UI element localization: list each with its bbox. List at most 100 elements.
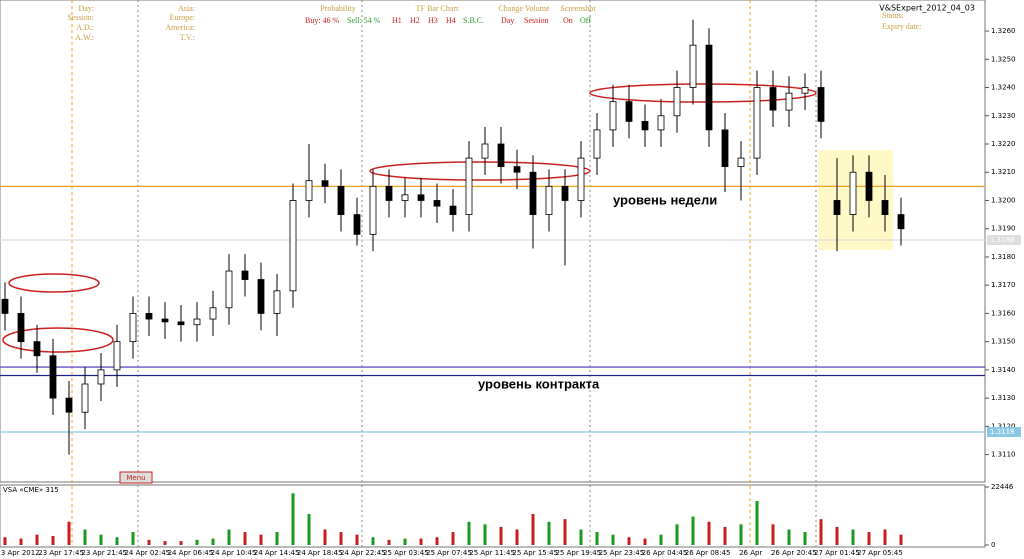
volume-bar [819,519,823,545]
candle-body [385,185,393,201]
candle-body [689,44,697,88]
label[interactable]: Session [524,16,548,25]
volume-bar [67,521,71,545]
candle-body [257,279,265,314]
x-tick-label: 26 Apr 08:45 [685,549,731,557]
volume-bar [723,526,727,545]
candle-body [881,200,889,215]
candle-body [81,383,89,413]
y-tick-label: 1.3160 [991,309,1016,317]
label[interactable]: H3 [428,16,438,25]
y-tick-label: 0 [991,541,995,549]
label[interactable]: H2 [410,16,420,25]
label[interactable]: H1 [392,16,402,25]
volume-bar [339,532,343,545]
y-tick-label: 1.3200 [991,196,1016,204]
label[interactable]: S.B.C. [463,16,484,25]
volume-bar [163,541,167,545]
label[interactable]: Off [580,16,591,25]
label: America: [165,23,195,32]
level-label: 1.3186 [990,236,1015,244]
candle-body [113,341,121,371]
candle-body [481,143,489,159]
label[interactable]: On [563,16,573,25]
candle-body [225,270,233,309]
candle-body [609,101,617,131]
volume-bar [275,532,279,545]
x-tick-label: 24 Apr 14:45 [254,549,300,557]
volume-bar [419,538,423,545]
session-lines [137,0,817,547]
volume-bar [51,535,55,545]
volume-bar [483,524,487,545]
expert-name: V&SExpert_2012_04_03 [879,4,975,13]
x-tick-label: 25 Apr 19:45 [555,549,601,557]
volume-bar [83,529,87,545]
annotation: уровень контракта [478,376,600,391]
x-tick-label: 25 Apr 23:45 [599,549,645,557]
candle-body [321,180,329,187]
candle-body [753,87,761,159]
candle-body [433,200,441,207]
volume-bar [787,529,791,545]
candle-body [65,397,73,413]
volume-bar [531,513,535,545]
label: Sell: 54 % [347,16,381,25]
candle-body [497,143,505,167]
candle-body [49,355,57,399]
x-tick-label: 25 Apr 03:45 [383,549,429,557]
x-tick-label: 23 Apr 2012 [0,549,40,557]
volume-bar [739,524,743,545]
volume-bar [579,529,583,545]
y-tick-label: 1.3240 [991,84,1016,92]
volume-bar [403,538,407,545]
label[interactable]: Day [501,16,514,25]
y-tick-label: 1.3110 [991,451,1016,459]
candle-body [449,205,457,215]
y-tick-label: 1.3260 [991,27,1016,35]
candle-body [337,185,345,215]
label: Europe: [170,13,195,22]
volume-bar [899,534,903,545]
x-tick-label: 23 Apr 21:45 [81,549,127,557]
x-tick-label: 27 Apr 05:45 [857,549,903,557]
volume-bar [803,532,807,545]
volume-bar [515,529,519,545]
label: Screenshot [560,4,596,13]
volume-bar [691,516,695,545]
menu-button[interactable] [119,471,153,484]
candle-body [273,290,281,314]
label: A.D.: [76,23,94,32]
volume-bar [307,513,311,545]
x-tick-label: 25 Apr 15:45 [512,549,558,557]
candle-body [17,313,25,343]
y-tick-label: 1.3140 [991,366,1016,374]
candle-body [353,214,361,235]
y-tick-label: 1.3170 [991,281,1016,289]
menu-label[interactable]: Menu [126,474,145,482]
candle-body [785,92,793,111]
volume-bar [707,521,711,545]
y-tick-label: 1.3230 [991,112,1016,120]
x-tick-label: 24 Apr 18:45 [297,549,343,557]
x-tick-label: 26 Apr [739,549,762,557]
annotation: уровень недели [613,192,717,207]
candle-body [897,214,905,230]
candle-body [33,341,41,357]
volume-bar [755,501,759,545]
candle-body [769,87,777,111]
volume-bar [563,519,567,545]
candle-body [529,171,537,215]
label[interactable]: H4 [446,16,456,25]
volume-bar [883,529,887,545]
candle-body [545,185,553,215]
x-tick-label: 23 Apr 17:45 [38,549,84,557]
x-tick-label: 24 Apr 22:45 [340,549,386,557]
x-tick-label: 25 Apr 07:45 [426,549,472,557]
label: TF Bar Chart [416,4,459,13]
candle-body [641,121,649,131]
volume-bar [387,539,391,545]
volume-bar [355,534,359,545]
label: Day: [78,4,94,13]
candle-body [737,157,745,167]
